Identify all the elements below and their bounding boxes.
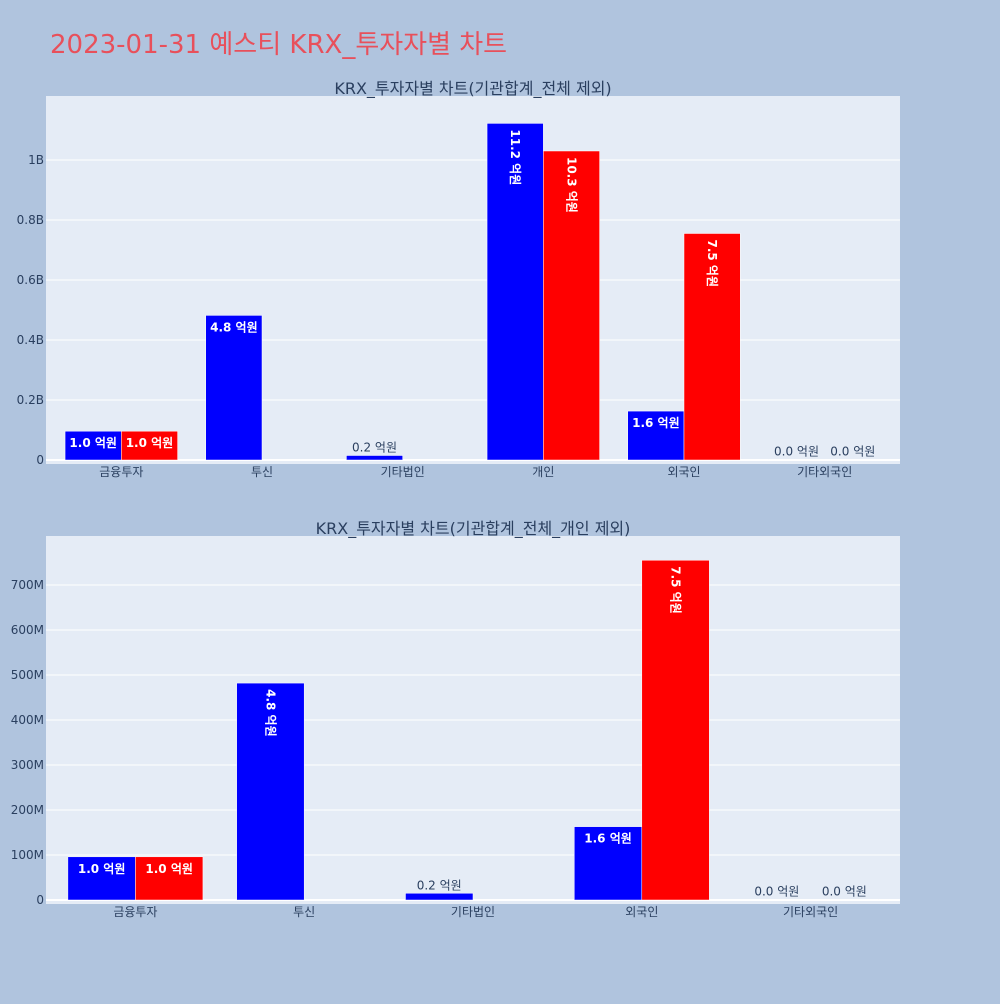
y-tick-label: 400M	[11, 713, 44, 727]
x-tick-label: 기타외국인	[797, 465, 852, 479]
y-tick-label: 500M	[11, 668, 44, 682]
y-tick-label: 0.6B	[17, 273, 44, 287]
x-tick-label: 외국인	[667, 465, 700, 479]
data-label: 10.3 억원	[564, 157, 578, 213]
y-tick-label: 200M	[11, 803, 44, 817]
chart-title: KRX_투자자별 차트(기관합계_전체 제외)	[334, 79, 611, 99]
chart-title: KRX_투자자별 차트(기관합계_전체_개인 제외)	[316, 519, 631, 539]
data-label: 7.5 억원	[705, 240, 719, 288]
bar-buy	[206, 315, 262, 460]
y-tick-label: 0	[36, 893, 44, 907]
data-label: 1.0 억원	[145, 862, 193, 876]
data-label: 0.0 억원	[822, 885, 867, 899]
data-label: 4.8 억원	[210, 320, 258, 334]
x-tick-label: 기타법인	[381, 465, 425, 479]
x-tick-label: 기타법인	[451, 905, 495, 919]
data-label: 11.2 억원	[508, 129, 522, 185]
data-label: 1.6 억원	[632, 416, 680, 430]
data-label: 7.5 억원	[669, 566, 683, 614]
data-label: 0.2 억원	[417, 878, 462, 892]
x-tick-label: 투신	[251, 465, 273, 479]
data-label: 0.0 억원	[774, 445, 819, 459]
y-tick-label: 600M	[11, 623, 44, 637]
chart-1: 0 0.2B 0.4B 0.6B 0.8B 1B KRX_투자자별 차트(기관합계_전체 제…	[17, 79, 900, 479]
page-title: 2023-01-31 예스티 KRX_투자자별 차트	[50, 24, 507, 61]
y-tick-label: 0	[36, 453, 44, 467]
x-tick-label: 개인	[532, 465, 554, 479]
y-tick-label: 0.8B	[17, 213, 44, 227]
y-tick-label: 700M	[11, 578, 44, 592]
y-tick-label: 0.4B	[17, 333, 44, 347]
data-label: 1.0 억원	[126, 436, 174, 450]
data-label: 1.0 억원	[69, 436, 117, 450]
data-label: 0.0 억원	[754, 885, 799, 899]
data-label: 1.0 억원	[78, 862, 126, 876]
x-tick-label: 금융투자	[113, 905, 157, 919]
y-tick-label: 100M	[11, 848, 44, 862]
y-tick-label: 1B	[28, 153, 44, 167]
y-tick-label: 300M	[11, 758, 44, 772]
bar-buy	[346, 456, 402, 461]
x-tick-label: 외국인	[625, 905, 658, 919]
x-tick-label: 투신	[293, 905, 315, 919]
x-tick-label: 기타외국인	[783, 905, 838, 919]
data-label: 1.6 억원	[584, 832, 632, 846]
bar-buy	[405, 893, 473, 900]
data-label: 0.0 억원	[830, 445, 875, 459]
chart-2: 0 100M 200M 300M 400M 500M 600M 700M KRX_투자자별 차트…	[11, 519, 900, 919]
x-tick-label: 금융투자	[99, 465, 143, 479]
data-label: 0.2 억원	[352, 441, 397, 455]
y-tick-label: 0.2B	[17, 393, 44, 407]
data-label: 4.8 억원	[263, 689, 277, 737]
